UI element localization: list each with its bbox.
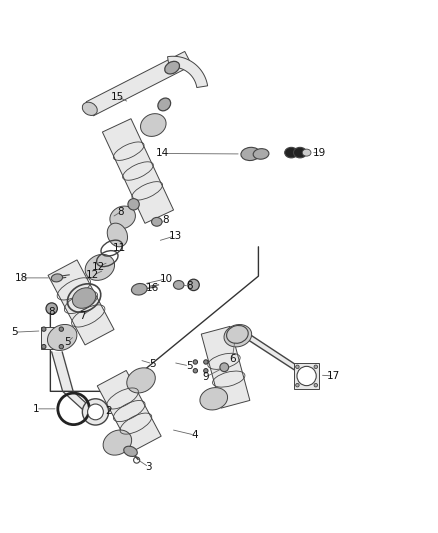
Circle shape — [296, 365, 299, 368]
Bar — [97, 370, 161, 451]
Circle shape — [193, 368, 198, 373]
Ellipse shape — [200, 387, 228, 410]
Text: 5: 5 — [186, 361, 193, 371]
Ellipse shape — [165, 61, 180, 74]
Bar — [102, 119, 173, 223]
Text: 1: 1 — [32, 404, 39, 414]
Text: 6: 6 — [229, 354, 236, 365]
Ellipse shape — [152, 217, 162, 226]
Ellipse shape — [124, 446, 137, 456]
Ellipse shape — [226, 326, 248, 343]
Ellipse shape — [103, 430, 132, 455]
Ellipse shape — [302, 149, 311, 156]
Text: 10: 10 — [160, 274, 173, 284]
Ellipse shape — [82, 102, 97, 116]
Ellipse shape — [46, 303, 57, 314]
Text: 4: 4 — [191, 430, 198, 440]
Text: 8: 8 — [162, 215, 169, 225]
Ellipse shape — [293, 147, 307, 158]
Text: 8: 8 — [48, 306, 55, 317]
Circle shape — [88, 404, 103, 420]
Ellipse shape — [220, 363, 229, 372]
Text: 12: 12 — [86, 270, 99, 280]
Ellipse shape — [128, 199, 139, 210]
Circle shape — [314, 383, 318, 387]
Circle shape — [193, 360, 198, 364]
Ellipse shape — [253, 149, 269, 159]
Circle shape — [82, 399, 109, 425]
Circle shape — [204, 368, 208, 373]
Text: 5: 5 — [11, 327, 18, 337]
Ellipse shape — [285, 147, 298, 158]
Text: 9: 9 — [202, 372, 209, 382]
Text: 19: 19 — [313, 148, 326, 158]
Text: 18: 18 — [14, 273, 28, 283]
Polygon shape — [86, 51, 192, 116]
Text: 8: 8 — [117, 207, 124, 217]
Bar — [48, 260, 114, 345]
Circle shape — [296, 383, 299, 387]
Text: 13: 13 — [169, 231, 182, 241]
Ellipse shape — [107, 223, 127, 247]
Text: 11: 11 — [113, 243, 126, 253]
Ellipse shape — [224, 325, 252, 347]
Text: 7: 7 — [79, 311, 86, 320]
Ellipse shape — [127, 368, 155, 393]
Circle shape — [204, 360, 208, 364]
Bar — [41, 327, 64, 349]
Ellipse shape — [47, 325, 77, 351]
Ellipse shape — [110, 206, 135, 229]
Text: 16: 16 — [145, 283, 159, 293]
Circle shape — [42, 327, 46, 332]
Text: 5: 5 — [64, 337, 71, 347]
Circle shape — [297, 366, 316, 386]
Ellipse shape — [51, 274, 63, 282]
Bar — [294, 364, 319, 389]
Ellipse shape — [72, 288, 96, 308]
Ellipse shape — [188, 279, 199, 290]
Circle shape — [59, 344, 64, 349]
Ellipse shape — [141, 114, 166, 136]
Ellipse shape — [158, 98, 171, 111]
Ellipse shape — [85, 254, 115, 280]
Text: 5: 5 — [149, 359, 156, 369]
Text: 15: 15 — [111, 92, 124, 102]
Polygon shape — [167, 56, 208, 87]
Bar — [201, 326, 250, 408]
Ellipse shape — [131, 284, 147, 295]
Circle shape — [59, 327, 64, 332]
Circle shape — [42, 344, 46, 349]
Text: 2: 2 — [105, 406, 112, 416]
Text: 17: 17 — [327, 371, 340, 381]
Text: 8: 8 — [186, 281, 193, 291]
Text: 3: 3 — [145, 462, 152, 472]
Text: 12: 12 — [92, 262, 105, 271]
Text: 14: 14 — [155, 149, 169, 158]
Ellipse shape — [173, 280, 184, 289]
Ellipse shape — [241, 147, 260, 160]
Circle shape — [314, 365, 318, 368]
